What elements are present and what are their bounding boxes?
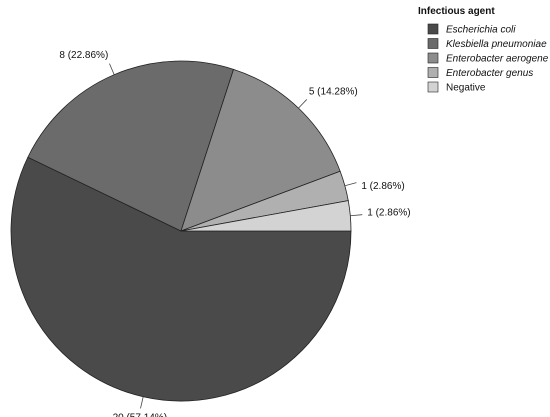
leader-line-3 <box>344 182 357 187</box>
legend-swatch-2 <box>427 52 439 64</box>
legend-swatch-0 <box>427 23 439 35</box>
data-label-0: 20 (57.14%) <box>113 412 167 417</box>
legend-label-3: Enterobacter genus <box>446 68 533 79</box>
leader-line-0 <box>140 396 144 409</box>
pie-slice-0 <box>10 156 352 402</box>
legend-label-2: Enterobacter aerogene <box>446 54 549 65</box>
data-label-3: 1 (2.86%) <box>361 181 404 192</box>
legend-swatch-4 <box>427 81 439 93</box>
legend-swatch-3 <box>427 67 439 78</box>
data-label-4: 1 (2.86%) <box>367 207 410 218</box>
legend-label-0: Escherichia coli <box>446 25 516 36</box>
leader-line-2 <box>298 99 308 109</box>
data-labels: 20 (57.14%) 8 (22.86%) 5 (14.28%) 1 (2.86%)… <box>59 50 410 417</box>
leader-line-1 <box>109 63 115 75</box>
pie-slice-1 <box>27 60 235 232</box>
legend-label-1: Klesbiella pneumoniae <box>446 39 547 50</box>
leader-line-4 <box>350 214 363 217</box>
pie-slice-2 <box>180 68 341 232</box>
pie-slices <box>10 60 352 402</box>
leader-lines <box>109 63 363 409</box>
data-label-2: 5 (14.28%) <box>309 86 358 97</box>
legend-title: Infectious agent <box>418 6 495 17</box>
legend-swatch-1 <box>427 38 439 49</box>
legend: Infectious agent Escherichia coli Klesbie… <box>418 6 549 94</box>
pie-slice-4 <box>180 200 352 232</box>
legend-label-4: Negative <box>446 83 486 94</box>
data-label-1: 8 (22.86%) <box>59 50 108 61</box>
